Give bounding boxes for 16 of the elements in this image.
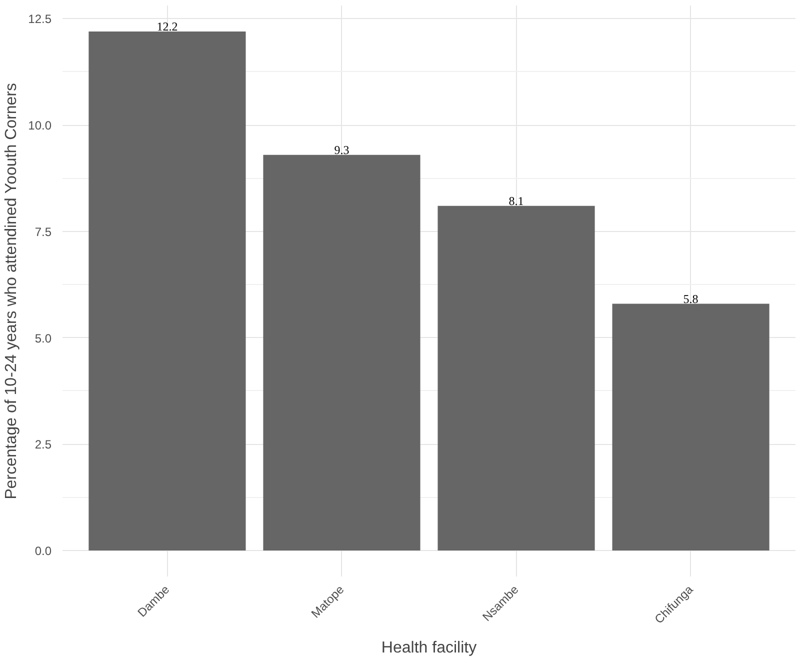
- y-tick-label: 10.0: [28, 118, 52, 133]
- bar: [88, 31, 246, 551]
- x-axis-title: Health facility: [381, 639, 477, 656]
- y-axis-title: Percentage of 10-24 years who attendined Yoouth Corners: [3, 82, 20, 500]
- bar: [438, 206, 595, 551]
- y-tick-label: 0.0: [34, 544, 52, 558]
- y-tick-label: 7.5: [34, 224, 52, 239]
- data-label: 5.8: [683, 292, 698, 306]
- data-label: 8.1: [508, 194, 524, 208]
- y-tick-label: 5.0: [34, 331, 52, 346]
- bar: [263, 154, 420, 551]
- bar: [612, 304, 770, 551]
- data-label: 9.3: [334, 142, 350, 157]
- y-tick-label: 2.5: [34, 438, 52, 452]
- data-label: 12.2: [156, 19, 178, 34]
- y-tick-label: 12.5: [28, 12, 52, 26]
